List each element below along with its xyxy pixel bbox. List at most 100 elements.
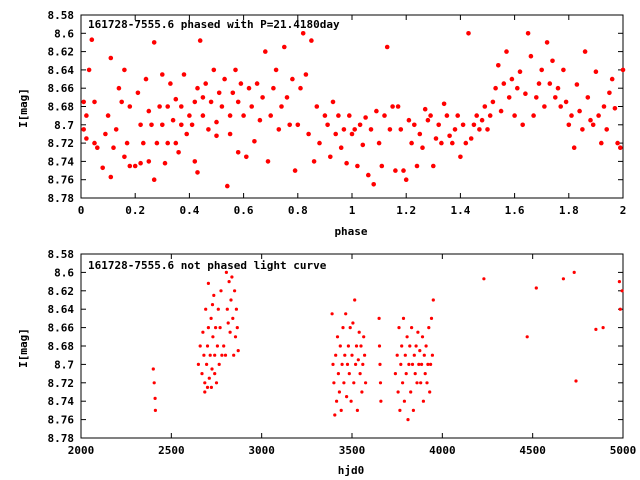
data-point [290, 76, 295, 82]
data-point [458, 154, 463, 160]
data-point [340, 362, 344, 366]
data-point [547, 81, 553, 86]
data-point [214, 133, 219, 139]
data-point [279, 104, 284, 109]
data-point [233, 67, 238, 73]
x-tick-label: 1.2 [396, 204, 416, 217]
data-point [233, 289, 237, 293]
data-point [430, 353, 434, 357]
data-point [569, 113, 574, 118]
x-axis-label: phase [334, 225, 367, 238]
y-tick-label: 8.6 [54, 266, 74, 279]
data-point [273, 67, 279, 73]
data-point [455, 113, 461, 118]
data-point [531, 113, 536, 118]
data-point [330, 312, 334, 316]
data-point [227, 131, 233, 137]
data-point [612, 106, 618, 111]
data-point [528, 53, 534, 59]
data-point [337, 390, 341, 394]
data-point [397, 326, 401, 330]
data-point [113, 127, 119, 132]
data-point [582, 49, 588, 54]
data-point [431, 163, 436, 169]
data-point [422, 106, 428, 112]
data-point [379, 399, 383, 403]
data-point [235, 326, 239, 330]
data-point [420, 362, 424, 366]
data-point [354, 362, 358, 366]
data-point [132, 163, 138, 169]
data-point [260, 95, 265, 100]
data-point [195, 85, 200, 91]
data-point [335, 399, 339, 403]
data-point [585, 95, 591, 100]
data-point [124, 140, 130, 146]
data-point [352, 381, 356, 385]
data-point [127, 104, 133, 109]
data-point [187, 113, 192, 118]
data-point [463, 140, 469, 146]
data-point [609, 76, 615, 82]
y-tick-label: 8.68 [48, 340, 75, 353]
y-tick-label: 8.7 [54, 358, 74, 371]
x-tick-label: 4500 [519, 444, 546, 457]
data-point [482, 277, 486, 281]
data-point [224, 270, 228, 274]
data-point [360, 390, 364, 394]
data-point [356, 358, 360, 362]
data-point [92, 140, 97, 146]
data-point [335, 335, 340, 339]
data-point [325, 122, 330, 128]
data-point [160, 72, 165, 77]
data-point [211, 335, 215, 339]
data-point [402, 399, 406, 403]
x-tick-label: 2000 [68, 444, 95, 457]
data-point [371, 182, 377, 187]
data-point [422, 353, 426, 357]
data-point [593, 69, 599, 74]
data-point [433, 136, 439, 141]
data-point [246, 85, 252, 91]
data-point [208, 99, 214, 105]
data-point [103, 131, 108, 137]
data-point [444, 113, 450, 118]
data-point [408, 344, 412, 348]
data-point [201, 330, 205, 334]
data-point [111, 145, 116, 150]
data-point [363, 353, 367, 357]
data-point [189, 122, 195, 128]
data-point [179, 122, 184, 128]
data-point [212, 293, 216, 297]
data-point [230, 90, 236, 96]
data-point [555, 85, 561, 91]
data-point [231, 316, 235, 320]
data-point [474, 113, 480, 118]
data-point [393, 372, 397, 376]
data-point [257, 117, 263, 123]
data-point [601, 326, 605, 330]
data-point [419, 381, 423, 385]
data-point [254, 81, 260, 86]
data-point [377, 316, 381, 320]
data-point [160, 122, 165, 128]
data-point [452, 127, 458, 132]
data-point [151, 367, 155, 371]
data-point [344, 312, 348, 316]
data-point [418, 349, 422, 353]
data-point [553, 95, 558, 100]
data-point [496, 63, 501, 68]
data-point [599, 140, 604, 146]
data-point [235, 150, 241, 155]
data-point [138, 160, 143, 166]
data-point [200, 113, 206, 118]
y-tick-label: 8.7 [54, 119, 74, 132]
data-point [377, 344, 382, 348]
y-tick-label: 8.6 [54, 27, 74, 40]
data-point [244, 154, 249, 160]
data-point [572, 270, 576, 274]
data-point [506, 95, 512, 100]
data-point [426, 362, 430, 366]
data-point [485, 127, 490, 132]
data-point [424, 344, 428, 348]
